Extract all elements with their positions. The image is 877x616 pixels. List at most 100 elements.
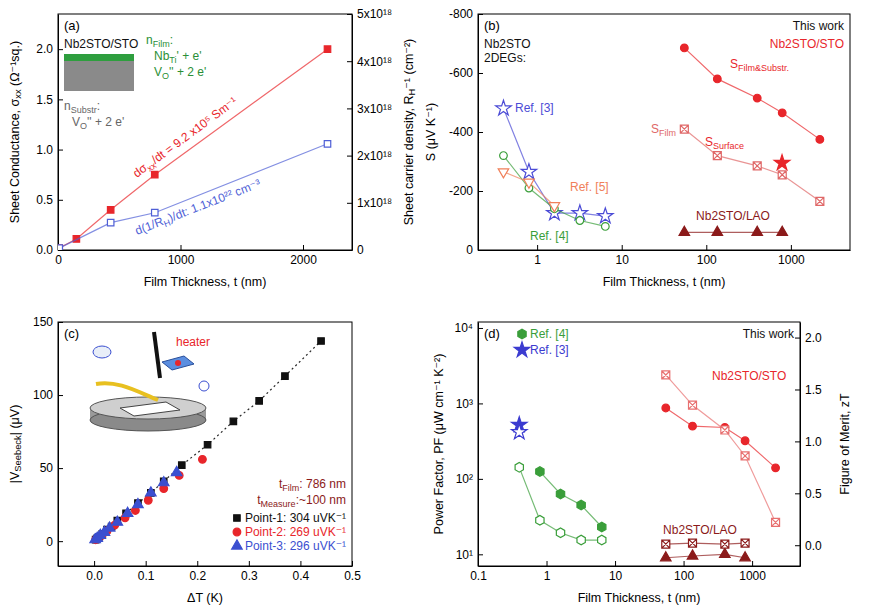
data-point <box>524 179 535 188</box>
series-line <box>684 48 820 139</box>
text-part: )/dt: 1.1x10²² cm⁻³ <box>166 176 262 224</box>
tick: 1.5 <box>36 93 63 107</box>
tick: 0 <box>466 243 483 257</box>
tick-mark <box>58 150 63 151</box>
series-line <box>540 472 602 527</box>
plot-frame <box>58 322 352 566</box>
data-point <box>58 245 62 250</box>
plot-area <box>511 371 779 561</box>
tick-label: 2x10¹⁸ <box>357 149 392 163</box>
data-point <box>713 75 721 83</box>
tick: 3x10¹⁸ <box>347 102 392 116</box>
series-line <box>503 108 605 216</box>
data-point <box>772 518 780 526</box>
x-axis: 0.11101001000 <box>470 561 800 583</box>
tick-label: 1.0 <box>805 435 822 449</box>
data-point <box>816 136 824 144</box>
inset-probe <box>154 332 160 378</box>
tick: 2.0 <box>36 42 63 56</box>
tick-mark <box>795 545 800 546</box>
data-point <box>511 424 527 439</box>
tick: 2000 <box>290 245 317 267</box>
subscript: Film&Substr. <box>738 63 789 73</box>
data-point <box>577 500 585 510</box>
series-line <box>59 49 327 248</box>
series-line <box>59 144 327 248</box>
tick-label: 10 <box>616 253 630 267</box>
tick-mark <box>478 14 483 15</box>
tick: 2.0 <box>795 331 822 345</box>
axis-title: Power Factor, PF (μW cm⁻¹ K⁻²) <box>432 354 446 535</box>
series-line <box>519 467 602 540</box>
annotation: SFilm <box>651 122 676 138</box>
tick-label: 0.5 <box>805 487 822 501</box>
data-point <box>816 197 824 205</box>
legend-marker <box>234 515 240 521</box>
annotation: dσxx/dt = 9.2 x10⁵ Sm⁻¹ <box>130 94 241 182</box>
data-point <box>598 522 606 532</box>
data-point <box>112 516 123 525</box>
text-part: : 786 nm <box>299 477 346 491</box>
tick-label: -400 <box>449 125 473 139</box>
tick-mark <box>622 245 623 250</box>
tick: 100 <box>33 388 63 402</box>
annotation: NbTi' + e' <box>154 49 201 65</box>
legend-marker <box>514 342 530 357</box>
tick-label: 0 <box>46 535 53 549</box>
tick-label: 3x10¹⁸ <box>357 102 392 116</box>
y-axis: 050100150 <box>33 315 63 566</box>
axis-title: Film Thickness, t (nm) <box>603 275 726 289</box>
text-part: Sheet carrier density, R <box>402 96 416 226</box>
axis-title: |VSeebeck| (μV) <box>8 405 23 484</box>
text-part: : <box>97 99 100 113</box>
data-point <box>536 516 544 526</box>
tick-mark <box>795 338 800 339</box>
annotation: Nb2STO/STO <box>770 37 844 51</box>
data-point <box>496 100 512 115</box>
tick-label: 1.5 <box>36 93 53 107</box>
tick-mark <box>478 479 483 480</box>
subscript: O <box>162 71 169 81</box>
data-point <box>713 152 721 160</box>
tick-label: 0 <box>55 253 62 267</box>
tick-mark <box>347 108 352 109</box>
axis-title: Film Thickness, t (nm) <box>144 275 267 289</box>
tick: 4x10¹⁸ <box>347 55 392 69</box>
tick-mark <box>615 561 616 566</box>
data-point <box>778 171 786 179</box>
series-line <box>96 341 321 540</box>
data-point <box>752 226 763 235</box>
data-point <box>598 208 614 223</box>
text-part: V <box>72 115 80 129</box>
subscript: Film <box>153 39 170 49</box>
subscript: Measure <box>261 499 296 509</box>
tick-label: 0 <box>466 243 473 257</box>
text-part: Nb <box>154 49 170 63</box>
tick: 1000 <box>778 245 805 267</box>
tick: 50 <box>40 461 63 475</box>
tick: 10² <box>456 472 483 486</box>
tick-mark <box>58 322 63 323</box>
tick: 1 <box>534 245 541 267</box>
tick-label: 1000 <box>168 253 195 267</box>
axis-title: ΔT (K) <box>187 591 223 605</box>
tick: 1.0 <box>36 143 63 157</box>
tick-label: 0.4 <box>293 569 310 583</box>
panel-label: (a) <box>64 18 80 33</box>
tick: -600 <box>449 66 483 80</box>
tick-mark <box>58 468 63 469</box>
text-part: ⁻¹ (cm⁻²) <box>402 39 416 89</box>
data-point <box>772 464 780 472</box>
data-point <box>662 404 670 412</box>
inset-cable <box>96 383 158 400</box>
data-point <box>662 371 670 379</box>
annotation: This work <box>793 19 845 33</box>
axis-line <box>352 15 353 251</box>
panel: 1101001000-800-600-400-2000(b)Film Thick… <box>424 7 850 289</box>
tick: 0.0 <box>36 243 63 257</box>
series-label: Ref. [3] <box>515 101 554 115</box>
tick-mark <box>58 395 63 396</box>
tick: 100 <box>697 245 717 267</box>
tick-label: 1.5 <box>805 383 822 397</box>
tick-mark <box>58 200 63 201</box>
